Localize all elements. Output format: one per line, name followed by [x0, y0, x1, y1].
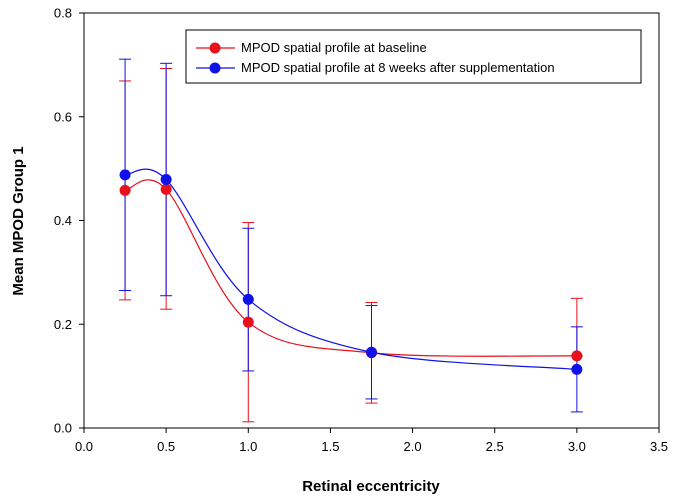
data-point [119, 184, 131, 196]
data-point [119, 169, 131, 181]
series-line [124, 179, 577, 357]
data-point [571, 363, 583, 375]
legend-box [185, 29, 642, 84]
x-tick-label: 3.5 [650, 439, 668, 454]
data-point [242, 316, 254, 328]
data-point [571, 350, 583, 362]
x-tick-label: 0.5 [157, 439, 175, 454]
series-layer [119, 58, 583, 423]
y-axis-title: Mean MPOD Group 1 [10, 146, 27, 295]
x-tick-label: 1.5 [321, 439, 339, 454]
data-point [366, 346, 377, 358]
data-point [160, 174, 172, 186]
series-1 [119, 58, 583, 413]
x-tick-label: 1.0 [239, 439, 257, 454]
x-tick-label: 3.0 [568, 439, 586, 454]
series-0 [119, 68, 583, 423]
x-tick-label: 0.0 [75, 439, 93, 454]
x-axis: 0.0 0.5 1.0 1.5 2.0 2.5 3.0 3.5 [75, 428, 668, 454]
x-tick-label: 2.5 [486, 439, 504, 454]
legend-label-baseline: MPOD spatial profile at baseline [241, 40, 427, 55]
series-0-markers [119, 183, 583, 362]
legend-marker-baseline [209, 42, 221, 54]
x-tick-label: 2.0 [404, 439, 422, 454]
y-axis: 0.0 0.2 0.4 0.6 0.8 [54, 6, 84, 436]
y-tick-label: 0.6 [54, 109, 72, 124]
data-point [160, 183, 172, 195]
series-1-markers [119, 169, 583, 375]
data-point [242, 293, 254, 305]
y-tick-label: 0.4 [54, 213, 72, 228]
legend-marker-8-weeks [209, 62, 221, 74]
legend: MPOD spatial profile at baseline MPOD sp… [185, 29, 642, 84]
x-axis-title: Retinal eccentricity [302, 478, 440, 495]
series-line [125, 168, 577, 370]
y-tick-label: 0.0 [54, 421, 72, 436]
y-tick-label: 0.8 [54, 6, 72, 21]
y-tick-label: 0.2 [54, 317, 72, 332]
legend-label-8-weeks: MPOD spatial profile at 8 weeks after su… [241, 60, 555, 75]
